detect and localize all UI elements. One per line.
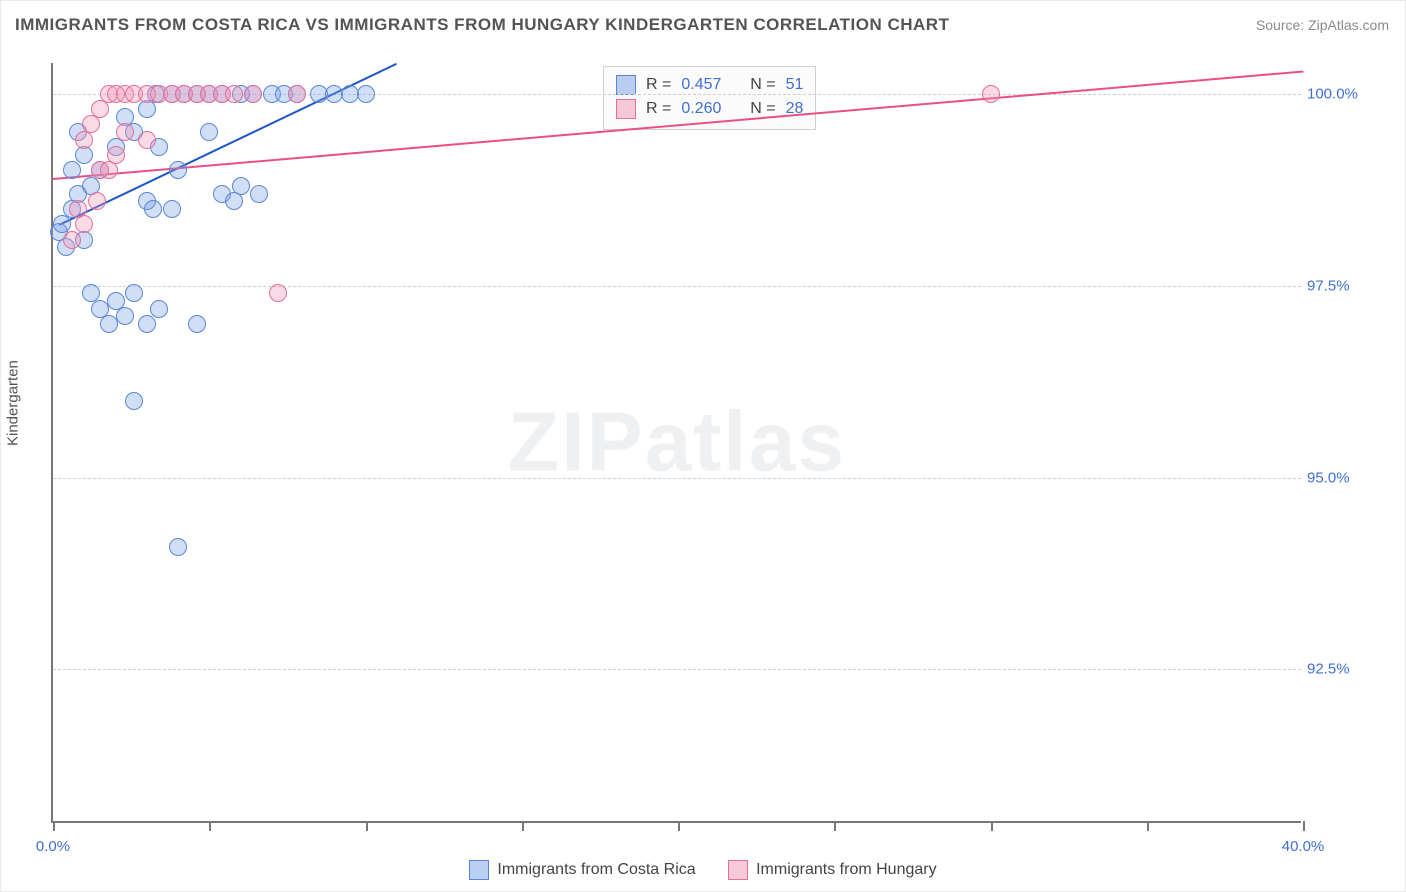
gridline-h <box>53 286 1301 287</box>
data-point <box>75 215 93 233</box>
data-point <box>100 161 118 179</box>
data-point <box>91 100 109 118</box>
swatch-pink-icon <box>616 99 636 119</box>
data-point <box>269 284 287 302</box>
n-label: N = <box>750 76 775 94</box>
data-point <box>107 146 125 164</box>
x-tick-label: 40.0% <box>1282 838 1325 855</box>
x-tick <box>678 821 680 831</box>
legend-item-pink: Immigrants from Hungary <box>728 860 937 880</box>
swatch-blue-icon <box>616 75 636 95</box>
data-point <box>88 192 106 210</box>
watermark: ZIPatlas <box>508 394 846 491</box>
data-point <box>357 85 375 103</box>
data-point <box>75 131 93 149</box>
data-point <box>138 100 156 118</box>
r-label: R = <box>646 100 671 118</box>
legend-label-blue: Immigrants from Costa Rica <box>497 861 695 879</box>
y-axis-label: Kindergarten <box>5 360 22 446</box>
data-point <box>163 200 181 218</box>
x-tick-label: 0.0% <box>36 838 70 855</box>
x-tick <box>366 821 368 831</box>
data-point <box>82 115 100 133</box>
x-tick <box>53 821 55 831</box>
data-point <box>150 300 168 318</box>
swatch-pink-icon <box>728 860 748 880</box>
gridline-h <box>53 669 1301 670</box>
data-point <box>75 146 93 164</box>
data-point <box>138 315 156 333</box>
data-point <box>125 284 143 302</box>
legend-item-blue: Immigrants from Costa Rica <box>469 860 695 880</box>
chart-container: IMMIGRANTS FROM COSTA RICA VS IMMIGRANTS… <box>0 0 1406 892</box>
x-tick <box>1303 821 1305 831</box>
r-value-pink: 0.260 <box>681 100 721 118</box>
data-point <box>225 85 243 103</box>
x-tick <box>834 821 836 831</box>
y-tick-label: 97.5% <box>1307 277 1387 294</box>
data-point <box>200 123 218 141</box>
y-tick-label: 100.0% <box>1307 85 1387 102</box>
y-tick-label: 92.5% <box>1307 661 1387 678</box>
correlation-info-box: R = 0.457 N = 51 R = 0.260 N = 28 <box>603 66 816 130</box>
x-tick <box>991 821 993 831</box>
data-point <box>125 392 143 410</box>
gridline-h <box>53 478 1301 479</box>
plot-area: ZIPatlas R = 0.457 N = 51 R = 0.260 N = … <box>51 63 1301 823</box>
r-value-blue: 0.457 <box>681 76 721 94</box>
data-point <box>225 192 243 210</box>
chart-title: IMMIGRANTS FROM COSTA RICA VS IMMIGRANTS… <box>15 15 949 35</box>
x-tick <box>1147 821 1149 831</box>
swatch-blue-icon <box>469 860 489 880</box>
data-point <box>116 307 134 325</box>
y-tick-label: 95.0% <box>1307 469 1387 486</box>
source-label: Source: <box>1256 17 1308 33</box>
legend: Immigrants from Costa Rica Immigrants fr… <box>1 860 1405 885</box>
data-point <box>288 85 306 103</box>
data-point <box>232 177 250 195</box>
data-point <box>116 123 134 141</box>
n-value-blue: 51 <box>786 76 804 94</box>
source-credit: Source: ZipAtlas.com <box>1256 17 1389 33</box>
data-point <box>169 161 187 179</box>
data-point <box>244 85 262 103</box>
data-point <box>63 161 81 179</box>
legend-label-pink: Immigrants from Hungary <box>756 861 937 879</box>
x-tick <box>209 821 211 831</box>
data-point <box>188 315 206 333</box>
x-tick <box>522 821 524 831</box>
r-label: R = <box>646 76 671 94</box>
data-point <box>144 200 162 218</box>
source-link[interactable]: ZipAtlas.com <box>1308 17 1389 33</box>
data-point <box>982 85 1000 103</box>
data-point <box>138 131 156 149</box>
data-point <box>63 231 81 249</box>
data-point <box>169 538 187 556</box>
data-point <box>250 185 268 203</box>
